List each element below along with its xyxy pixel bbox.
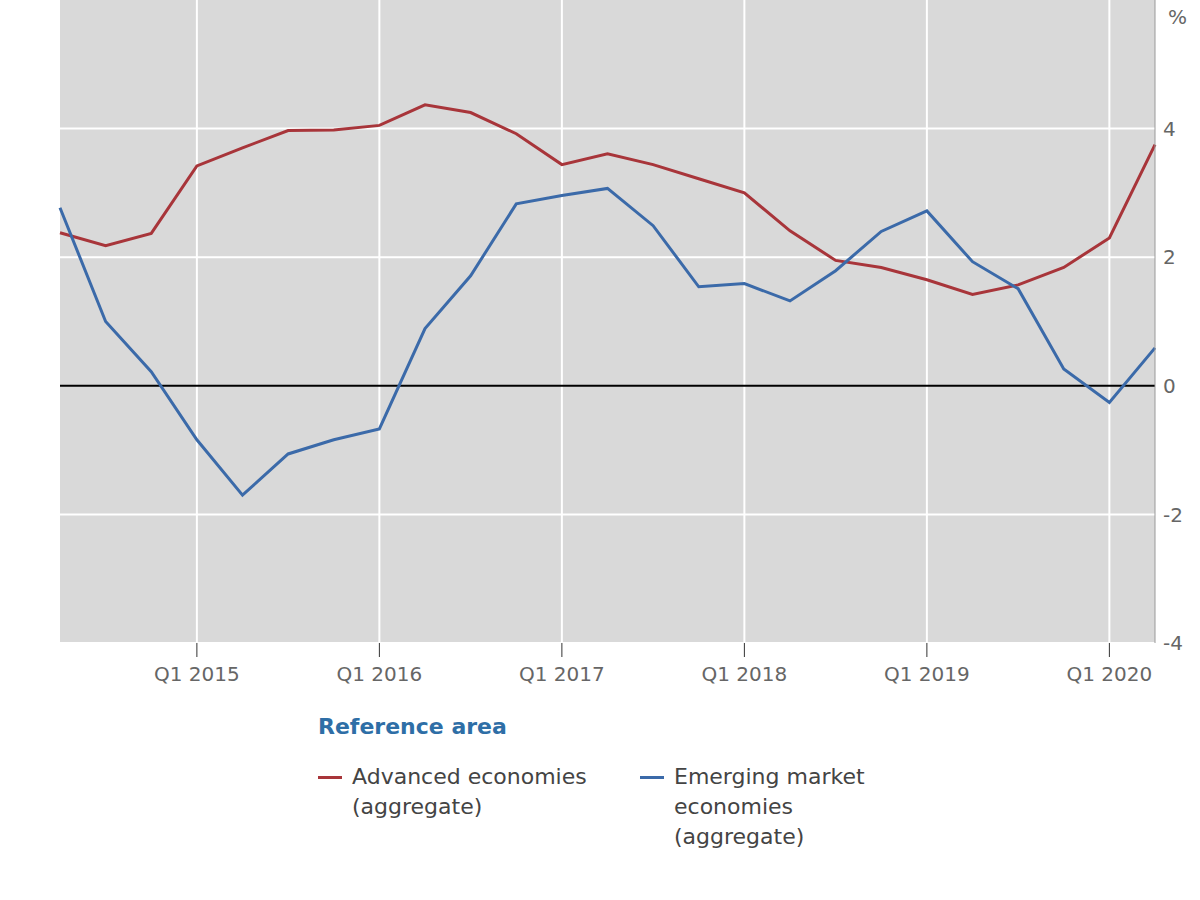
html-text:Advanced economies (aggregate): Advanced economies (aggregate) — [352, 764, 587, 819]
html-text:Emerging market economies (agg: Emerging market economies (aggregate) — [674, 764, 865, 849]
svg-text:Q1 2017: Q1 2017 — [519, 662, 605, 686]
svg-text:Q1 2019: Q1 2019 — [884, 662, 970, 686]
svg-text:-2: -2 — [1163, 503, 1183, 527]
svg-text:%: % — [1168, 5, 1187, 29]
svg-text:0: 0 — [1163, 374, 1176, 398]
svg-text:Q1 2020: Q1 2020 — [1067, 662, 1153, 686]
svg-text:Q1 2018: Q1 2018 — [702, 662, 788, 686]
html-text:Reference area: Reference area — [318, 714, 507, 739]
svg-text:-4: -4 — [1163, 631, 1183, 655]
svg-text:4: 4 — [1163, 117, 1176, 141]
svg-text:Q1 2015: Q1 2015 — [154, 662, 240, 686]
svg-text:Q1 2016: Q1 2016 — [337, 662, 423, 686]
svg-text:2: 2 — [1163, 245, 1176, 269]
